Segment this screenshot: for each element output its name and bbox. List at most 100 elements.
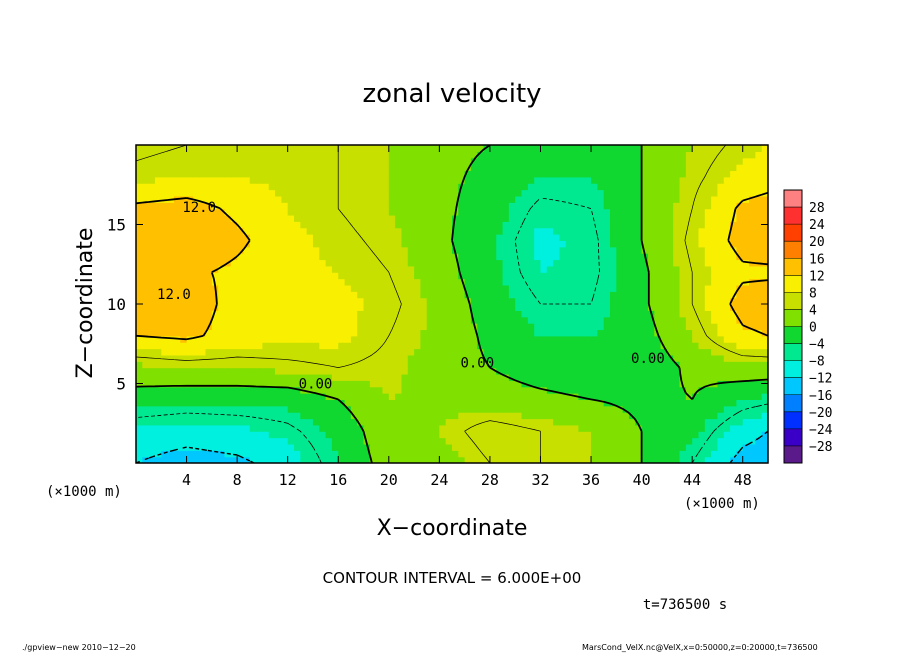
field-cell — [287, 221, 295, 229]
field-cell — [597, 240, 605, 248]
field-cell — [742, 304, 750, 311]
field-cell — [312, 393, 320, 400]
field-cell — [660, 234, 668, 241]
field-cell — [344, 227, 352, 235]
field-cell — [736, 221, 744, 229]
field-cell — [578, 348, 586, 356]
field-cell — [540, 227, 548, 235]
field-cell — [660, 335, 668, 343]
field-cell — [249, 424, 257, 432]
field-cell — [470, 348, 478, 356]
field-cell — [294, 227, 301, 235]
field-cell — [230, 431, 238, 439]
field-cell — [338, 253, 346, 261]
field-cell — [306, 393, 314, 400]
field-cell — [369, 164, 377, 172]
field-cell — [679, 170, 687, 178]
field-cell — [761, 418, 768, 426]
field-cell — [136, 202, 143, 210]
field-cell — [622, 272, 630, 280]
field-cell — [660, 380, 668, 388]
field-cell — [610, 278, 617, 286]
field-cell — [559, 145, 567, 152]
field-cell — [420, 284, 428, 292]
field-cell — [148, 431, 156, 439]
field-cell — [331, 380, 339, 388]
field-cell — [281, 304, 289, 311]
field-cell — [325, 335, 333, 343]
field-cell — [192, 183, 200, 191]
field-cell — [426, 214, 434, 222]
field-cell — [730, 278, 737, 286]
field-cell — [237, 354, 245, 362]
field-cell — [161, 367, 169, 375]
field-cell — [294, 157, 301, 165]
field-cell — [654, 157, 662, 165]
field-cell — [142, 284, 150, 292]
field-cell — [426, 221, 434, 229]
field-cell — [237, 214, 245, 222]
field-cell — [508, 284, 516, 292]
field-cell — [603, 157, 611, 165]
field-cell — [591, 227, 598, 235]
field-cell — [281, 431, 289, 439]
field-cell — [572, 214, 579, 222]
field-cell — [755, 164, 763, 172]
field-cell — [357, 456, 365, 463]
field-cell — [477, 164, 485, 172]
field-cell — [610, 272, 617, 280]
field-cell — [477, 202, 485, 210]
field-cell — [711, 329, 719, 337]
field-cell — [154, 284, 162, 292]
field-cell — [414, 316, 421, 324]
field-cell — [603, 278, 611, 286]
field-cell — [294, 424, 301, 432]
field-cell — [736, 265, 744, 273]
field-cell — [211, 386, 219, 394]
field-cell — [628, 164, 636, 172]
field-cell — [350, 214, 358, 222]
field-cell — [736, 214, 744, 222]
field-cell — [742, 291, 750, 299]
field-cell — [426, 297, 434, 305]
field-cell — [666, 456, 674, 463]
field-cell — [502, 316, 510, 324]
field-cell — [192, 431, 200, 439]
field-cell — [572, 234, 579, 241]
field-cell — [496, 304, 504, 311]
field-cell — [464, 412, 472, 420]
field-cell — [515, 284, 523, 292]
field-cell — [458, 265, 466, 273]
field-cell — [559, 284, 567, 292]
field-cell — [692, 431, 700, 439]
field-cell — [565, 259, 573, 267]
field-cell — [331, 246, 339, 254]
field-cell — [376, 380, 384, 388]
field-cell — [515, 450, 523, 458]
field-cell — [616, 284, 624, 292]
field-cell — [287, 297, 295, 305]
field-cell — [331, 323, 339, 331]
field-cell — [382, 151, 390, 159]
plot-area: 12.012.00.000.00 0.00 4 8 12 16 20 24 28 32 36 40 4… — [107, 144, 769, 489]
field-cell — [357, 361, 365, 369]
field-cell — [167, 176, 175, 184]
field-cell — [666, 259, 674, 267]
field-cell — [312, 399, 320, 407]
field-cell — [553, 164, 561, 172]
field-cell — [237, 342, 245, 350]
field-cell — [388, 297, 396, 305]
field-cell — [312, 310, 320, 318]
field-cell — [401, 176, 409, 184]
field-cell — [603, 234, 611, 241]
field-cell — [224, 310, 232, 318]
field-cell — [584, 240, 592, 248]
field-cell — [363, 202, 371, 210]
field-cell — [136, 170, 143, 178]
field-cell — [489, 234, 497, 241]
field-cell — [717, 202, 725, 210]
field-cell — [142, 342, 150, 350]
field-cell — [173, 240, 181, 248]
field-cell — [578, 157, 586, 165]
field-cell — [622, 386, 630, 394]
